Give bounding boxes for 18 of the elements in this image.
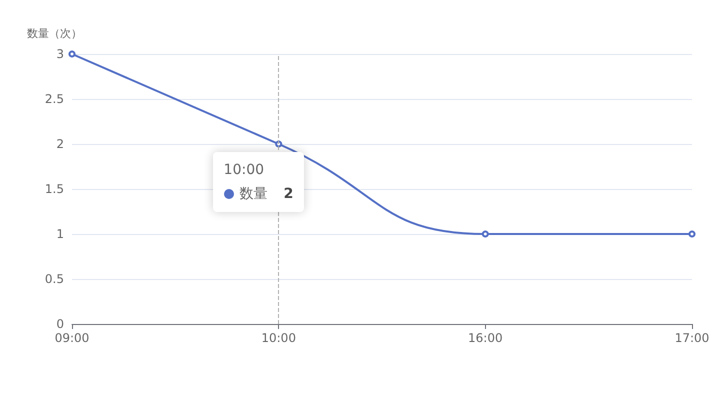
y-tick-label: 1.5 xyxy=(44,182,64,196)
y-tick-label: 1 xyxy=(56,227,64,241)
point xyxy=(68,50,76,58)
y-tick-label: 2 xyxy=(56,137,64,151)
legend-label: 数量 xyxy=(240,185,268,204)
x-tick-label: 17:00 xyxy=(674,331,710,345)
y-tick-label: 3 xyxy=(56,47,64,61)
x-tick-label: 09:00 xyxy=(54,331,90,345)
y-tick-label: 0.5 xyxy=(44,272,64,286)
x-tick-label: 10:00 xyxy=(261,331,296,345)
text: 10:00 xyxy=(224,162,264,178)
point xyxy=(688,230,696,238)
data-label: 2 xyxy=(284,185,294,204)
y-axis-title: 数量（次） xyxy=(27,27,82,40)
x-tick-label: 16:00 xyxy=(468,331,503,345)
y-tick-label: 0 xyxy=(56,317,64,331)
point xyxy=(482,230,489,238)
y-tick-label: 2.5 xyxy=(44,92,64,106)
